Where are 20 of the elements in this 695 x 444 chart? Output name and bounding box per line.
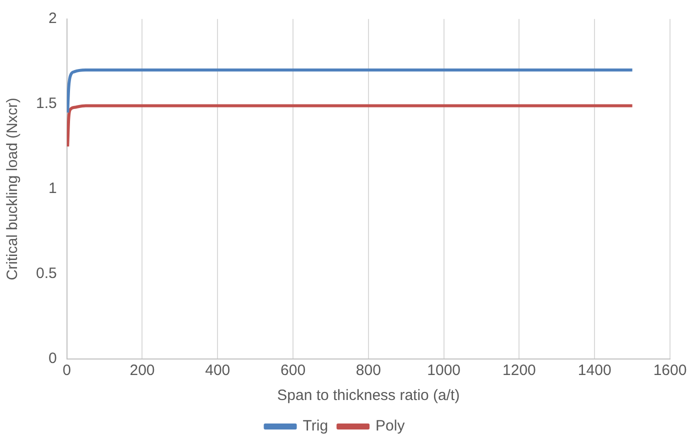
legend-label: Poly [376, 418, 406, 435]
x-axis-title: Span to thickness ratio (a/t) [277, 387, 460, 404]
x-tick-label: 400 [205, 362, 230, 380]
x-tick-label: 800 [356, 362, 381, 380]
x-tick-label: 200 [130, 362, 155, 380]
x-tick-label: 1400 [578, 362, 612, 380]
x-tick-label: 0 [62, 362, 72, 380]
x-tick-label: 1200 [502, 362, 536, 380]
line-series [66, 104, 634, 148]
x-tick-label: 1600 [653, 362, 687, 380]
y-axis-title: Critical buckling load (Nxcr) [4, 98, 22, 280]
y-tick-label: 2 [48, 10, 57, 28]
x-tick-label: 1000 [427, 362, 461, 380]
y-tick-label: 0 [48, 350, 57, 368]
legend-label: Trig [302, 418, 328, 435]
x-tick-label: 600 [280, 362, 306, 380]
line-series [66, 68, 634, 114]
y-tick-label: 0.5 [36, 265, 57, 282]
y-tick-label: 1.5 [36, 95, 57, 112]
y-tick-label: 1 [48, 180, 57, 198]
